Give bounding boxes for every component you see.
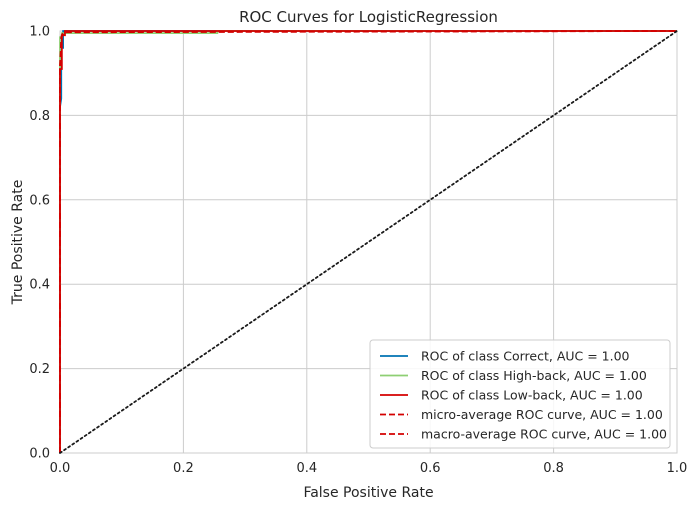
y-tick-label: 0.2 bbox=[29, 362, 50, 377]
x-tick-label: 0.2 bbox=[173, 461, 194, 476]
x-tick-label: 0.4 bbox=[296, 461, 317, 476]
legend-entry: ROC of class Low-back, AUC = 1.00 bbox=[421, 388, 643, 403]
x-tick-label: 0.8 bbox=[543, 461, 564, 476]
tick-labels: 0.0 0.2 0.4 0.6 0.8 1.0 0.0 0.2 0.4 0.6 0.8 1.0 bbox=[29, 25, 687, 477]
legend-box bbox=[369, 339, 671, 449]
legend-entry: ROC of class Correct, AUC = 1.00 bbox=[421, 349, 630, 364]
legend-entry: ROC of class High-back, AUC = 1.00 bbox=[421, 368, 647, 383]
chart-title: ROC Curves for LogisticRegression bbox=[239, 8, 498, 26]
y-tick-label: 0.4 bbox=[29, 278, 50, 293]
y-tick-label: 1.0 bbox=[29, 25, 50, 40]
y-axis-label: True Positive Rate bbox=[10, 180, 26, 306]
legend: ROC of class Correct, AUC = 1.00 ROC of c… bbox=[369, 339, 671, 449]
legend-entry: macro-average ROC curve, AUC = 1.00 bbox=[421, 427, 667, 442]
x-tick-label: 0.6 bbox=[420, 461, 441, 476]
series-lines bbox=[59, 30, 678, 454]
roc-line-series-4 bbox=[59, 30, 678, 453]
x-tick-label: 1.0 bbox=[667, 461, 688, 476]
legend-entry: micro-average ROC curve, AUC = 1.00 bbox=[421, 407, 663, 422]
x-tick-label: 0.0 bbox=[50, 461, 71, 476]
y-tick-label: 0.8 bbox=[29, 109, 50, 124]
x-axis-label: False Positive Rate bbox=[303, 485, 433, 501]
baseline-diagonal bbox=[59, 30, 678, 454]
y-tick-label: 0.0 bbox=[29, 447, 50, 462]
y-tick-label: 0.6 bbox=[29, 193, 50, 208]
